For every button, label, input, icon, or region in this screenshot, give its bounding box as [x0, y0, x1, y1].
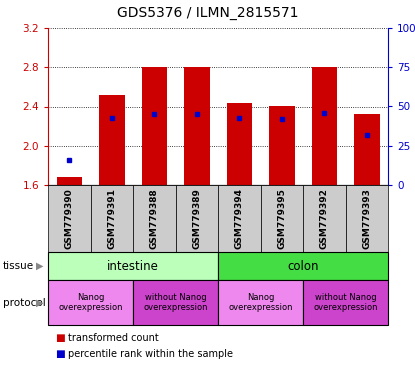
Bar — [56, 177, 82, 185]
Text: ■: ■ — [55, 333, 65, 343]
Text: without Nanog
overexpression: without Nanog overexpression — [143, 293, 208, 312]
Text: GSM779390: GSM779390 — [65, 188, 74, 249]
Bar — [312, 67, 337, 185]
Text: ▶: ▶ — [36, 261, 44, 271]
Text: GSM779395: GSM779395 — [277, 188, 286, 249]
Bar — [184, 67, 210, 185]
Bar — [346, 185, 388, 252]
Text: GSM779393: GSM779393 — [362, 188, 371, 249]
Text: GSM779394: GSM779394 — [235, 188, 244, 249]
Text: tissue: tissue — [3, 261, 34, 271]
Text: transformed count: transformed count — [68, 333, 159, 343]
Bar — [133, 185, 176, 252]
Bar — [99, 95, 124, 185]
Text: ▶: ▶ — [36, 298, 44, 308]
Bar — [303, 185, 346, 252]
Bar — [142, 67, 167, 185]
Bar — [218, 185, 261, 252]
Text: without Nanog
overexpression: without Nanog overexpression — [313, 293, 378, 312]
Text: GSM779392: GSM779392 — [320, 188, 329, 249]
Text: percentile rank within the sample: percentile rank within the sample — [68, 349, 233, 359]
Text: Nanog
overexpression: Nanog overexpression — [228, 293, 293, 312]
Bar — [269, 106, 295, 185]
Bar — [227, 103, 252, 185]
Bar — [48, 280, 133, 325]
Bar — [261, 185, 303, 252]
Bar — [218, 280, 303, 325]
Text: ■: ■ — [55, 349, 65, 359]
Bar — [303, 280, 388, 325]
Text: intestine: intestine — [107, 260, 159, 273]
Text: Nanog
overexpression: Nanog overexpression — [58, 293, 123, 312]
Text: GSM779391: GSM779391 — [107, 188, 116, 249]
Bar — [218, 252, 388, 280]
Bar — [48, 185, 90, 252]
Text: GSM779388: GSM779388 — [150, 188, 159, 249]
Text: GDS5376 / ILMN_2815571: GDS5376 / ILMN_2815571 — [117, 6, 298, 20]
Bar — [133, 280, 218, 325]
Bar — [48, 252, 218, 280]
Bar — [354, 114, 379, 185]
Text: protocol: protocol — [3, 298, 46, 308]
Text: GSM779389: GSM779389 — [192, 188, 201, 249]
Text: colon: colon — [287, 260, 319, 273]
Bar — [176, 185, 218, 252]
Bar — [90, 185, 133, 252]
